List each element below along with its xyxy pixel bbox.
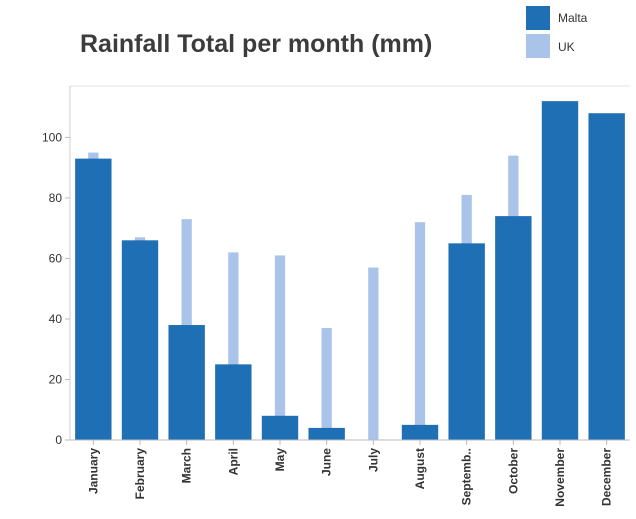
x-tick-label: October (506, 448, 520, 494)
bar-uk (321, 328, 332, 440)
x-tick-label: February (133, 448, 147, 500)
legend-swatch-malta (526, 6, 550, 30)
bar-malta (495, 216, 532, 440)
bar-malta (448, 243, 485, 440)
x-tick-label: November (553, 448, 567, 507)
x-tick-label: March (180, 448, 194, 483)
bar-uk (274, 255, 286, 440)
bar-malta (261, 415, 299, 440)
bar-malta (168, 325, 205, 440)
legend-label-uk: UK (558, 40, 575, 54)
y-tick-label: 20 (49, 372, 63, 386)
bar-malta (541, 101, 579, 440)
x-tick-label: December (600, 448, 614, 506)
x-tick-label: July (366, 448, 380, 472)
plot-frame (69, 85, 630, 440)
x-tick-label: August (413, 448, 427, 489)
bar-malta (401, 424, 439, 440)
x-tick-label: January (86, 448, 100, 494)
y-axis: 0 20 40 60 80 100 (42, 130, 70, 447)
bar-uk (228, 252, 239, 440)
y-tick-label: 40 (49, 312, 63, 326)
bar-malta (121, 240, 159, 440)
x-tick-label: Septemb.. (460, 448, 474, 505)
y-tick-label: 80 (49, 191, 63, 205)
bar-malta (75, 158, 112, 440)
bar-malta (215, 364, 252, 440)
x-tick-label: April (226, 448, 240, 475)
y-tick-label: 60 (49, 251, 63, 265)
legend-swatch-uk (526, 34, 550, 58)
x-tick-label: June (320, 448, 334, 476)
bar-uk (368, 267, 379, 440)
legend: Malta UK (526, 6, 588, 58)
bars (75, 101, 625, 441)
y-tick-label: 100 (42, 130, 62, 144)
x-axis: January February March April May June July Augu… (70, 439, 630, 507)
y-tick-label: 0 (55, 433, 62, 447)
x-tick-label: May (273, 448, 287, 472)
bar-malta (308, 427, 345, 440)
legend-label-malta: Malta (558, 11, 588, 25)
bar-uk (414, 222, 426, 440)
chart-title: Rainfall Total per month (mm) (80, 30, 432, 58)
bar-malta (588, 113, 625, 440)
